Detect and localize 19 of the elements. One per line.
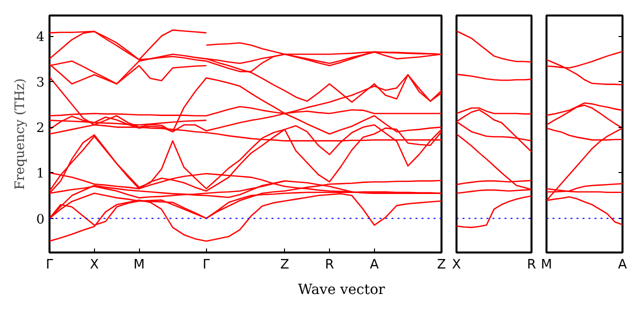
x-tick-label: Z bbox=[437, 258, 446, 272]
x-tick-label: M bbox=[540, 258, 552, 272]
x-tick-label: X bbox=[90, 258, 99, 272]
x-tick-label: A bbox=[370, 258, 379, 272]
x-tick-label: R bbox=[324, 258, 334, 272]
x-axis-title: Wave vector bbox=[298, 281, 385, 300]
y-tick-label: 1 bbox=[36, 166, 45, 182]
y-tick-label: 3 bbox=[36, 76, 45, 91]
x-tick-label: M bbox=[133, 258, 145, 272]
y-axis-title: Frequency (THz) bbox=[13, 78, 28, 190]
x-tick-label: Γ bbox=[46, 258, 54, 272]
y-tick-label: 4 bbox=[36, 30, 45, 46]
x-tick-label: X bbox=[452, 258, 462, 272]
y-tick-label: 2 bbox=[36, 121, 45, 136]
y-tick-label: 0 bbox=[36, 212, 45, 228]
x-tick-label: Z bbox=[280, 258, 290, 272]
x-tick-label: Γ bbox=[202, 258, 211, 272]
x-tick-label: A bbox=[618, 258, 628, 272]
x-tick-label: R bbox=[526, 258, 536, 272]
